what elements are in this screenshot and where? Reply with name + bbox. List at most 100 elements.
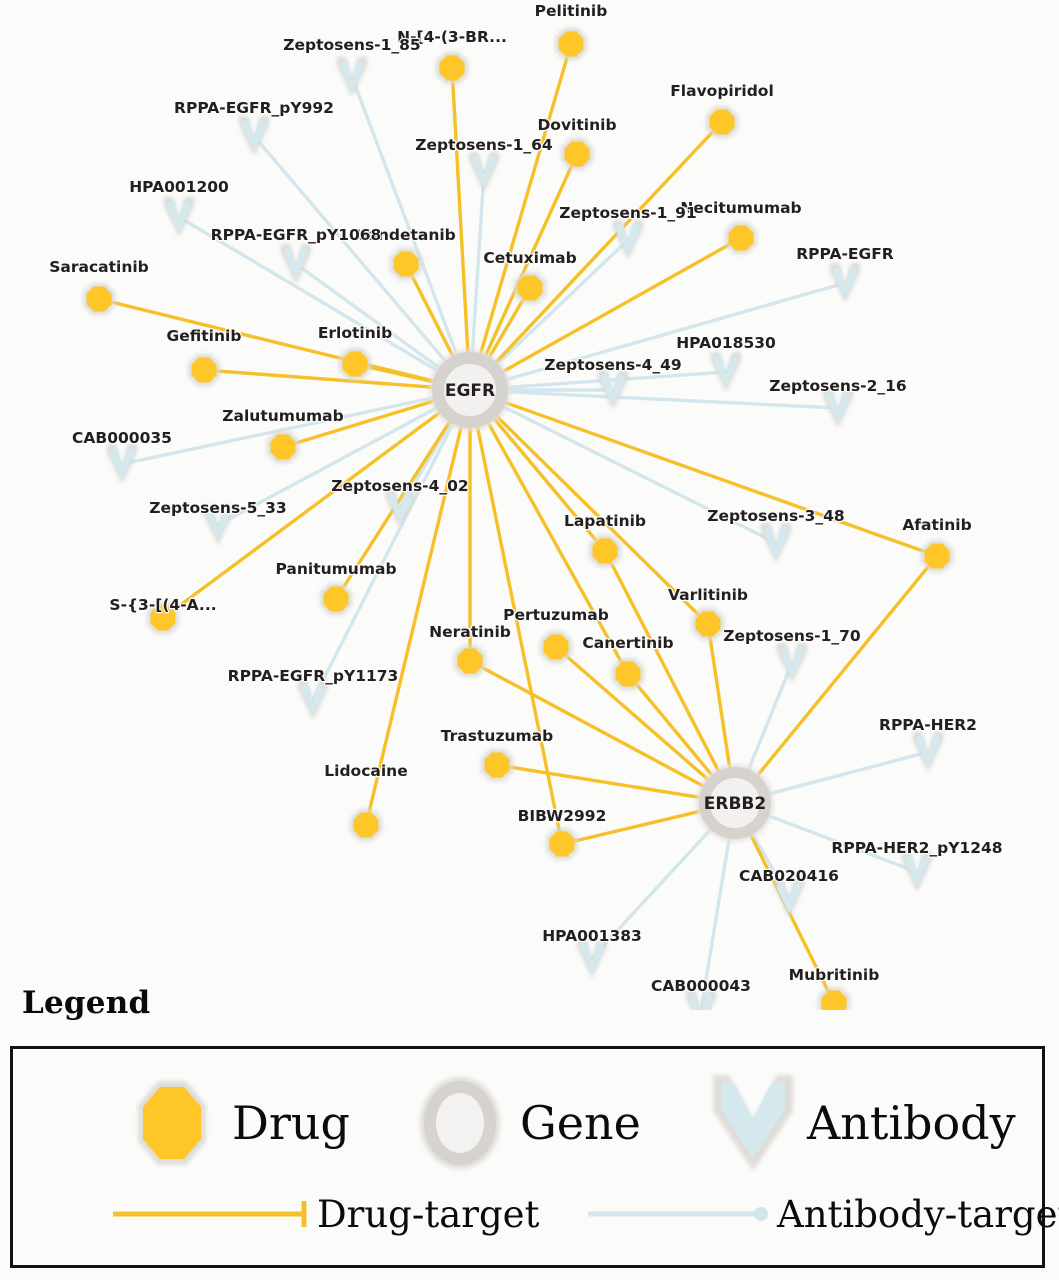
drug-target-edge [97,297,437,384]
drug-target-edge [161,409,443,620]
drug-target-edge [495,763,704,800]
drug-node[interactable] [435,51,469,85]
drug-node[interactable] [389,247,423,281]
drug-target-edge [754,554,939,779]
network-svg: Pelitinib N-[4-(3-BR... Flavopiridol Doviti… [48,1,1004,1010]
antibody-target-edge [350,75,460,359]
drug-node[interactable] [349,808,383,842]
antibody-node-label: RPPA-EGFR_pY1068 [211,226,382,244]
antibody-node-label: HPA001200 [129,178,229,196]
antibody-node[interactable] [686,990,716,1010]
drug-icon [138,1081,206,1165]
legend-edge-row: Drug-target Antibody-target [13,1184,1059,1268]
antibody-node[interactable] [761,523,791,563]
network-diagram: Pelitinib N-[4-(3-BR... Flavopiridol Doviti… [48,1,1004,1010]
drug-node[interactable] [705,105,739,139]
drug-target-edge [748,831,836,1005]
drug-node-label: Lidocaine [324,762,407,780]
drug-node[interactable] [588,534,622,568]
antibody-node[interactable] [774,878,804,918]
legend-shape-row: Drug Gene Antibody [13,1049,1042,1184]
drug-node[interactable] [691,607,725,641]
drug-node-label: Necitumumab [680,199,801,217]
drug-node[interactable] [545,827,579,861]
antibody-node[interactable] [107,444,137,484]
labels-layer: Pelitinib N-[4-(3-BR... Flavopiridol Doviti… [48,1,1004,996]
drug-node-label: Zalutumumab [222,407,343,425]
antibody-target-edge [765,813,919,874]
antibody-node[interactable] [239,116,269,156]
drug-node-label: Pelitinib [535,2,608,20]
antibody-target-edge [746,661,794,774]
antibody-node[interactable] [711,352,741,392]
drug-node-label: Pertuzumab [503,606,609,624]
drug-node[interactable] [480,748,514,782]
drug-node-label: BIBW2992 [518,807,607,825]
antibody-node-label: CAB000035 [72,429,172,447]
drug-node[interactable] [319,582,353,616]
drug-node[interactable] [338,347,372,381]
drug-node[interactable] [560,137,594,171]
antibody-target-edge [766,750,930,797]
drug-node-label: Cetuximab [483,249,576,267]
antibody-node[interactable] [281,244,311,284]
drug-node[interactable] [513,271,547,305]
drug-node-label: Canertinib [582,634,673,652]
drug-node[interactable] [146,601,180,635]
antibody-node[interactable] [385,488,415,528]
antibody-node[interactable] [164,197,194,237]
antibody-target-edge [216,405,440,527]
drug-node-label: Trastuzumab [441,727,553,745]
antibody-node[interactable] [902,852,932,892]
antibody-node[interactable] [830,263,860,303]
gene-icon [420,1077,500,1169]
drug-node[interactable] [554,27,588,61]
antibody-node[interactable] [337,57,367,97]
antibody-node-label: Zeptosens-4_02 [331,477,468,495]
antibody-node-label: Zeptosens-3_48 [707,507,844,525]
antibody-node[interactable] [823,388,853,428]
legend-label-drug: Drug [232,1096,350,1150]
drug-node[interactable] [920,539,954,573]
antibody-node[interactable] [913,732,943,772]
drug-node-label: S-{3-[(4-A... [109,596,216,614]
drug-target-edge [554,645,712,783]
antibody-node-label: HPA018530 [676,334,776,352]
legend-item-drug: Drug [118,1067,350,1179]
drug-node[interactable] [187,353,221,387]
antibody-node-label: Zeptosens-5_33 [149,499,286,517]
legend: Legend Drug Gene [0,985,1059,1280]
drug-node[interactable] [266,430,300,464]
gene-node[interactable] [429,349,511,431]
drug-target-edge-icon [113,1201,307,1227]
drug-node-label: Saracatinib [49,258,149,276]
drug-target-edge [603,549,722,775]
antibody-node[interactable] [598,370,628,410]
legend-item-gene: Gene [408,1067,641,1179]
drug-target-edge [626,672,715,779]
drug-node[interactable] [817,986,851,1010]
antibody-node[interactable] [469,152,499,192]
gene-node[interactable] [696,764,774,842]
drug-node-label: Flavopiridol [670,82,774,100]
drug-node-label: Erlotinib [318,324,392,342]
gene-node-label: EGFR [445,381,495,401]
antibody-node[interactable] [203,505,233,545]
drug-node[interactable] [82,282,116,316]
antibody-target-edge [177,215,441,374]
drug-node[interactable] [724,221,758,255]
drug-target-edge [483,152,579,359]
drug-target-edge [493,413,710,626]
drug-node-label: Neratinib [429,623,511,641]
antibody-target-edge [504,370,728,390]
drug-target-edge [281,398,438,449]
drug-node[interactable] [539,630,573,664]
antibody-node[interactable] [577,938,607,978]
antibody-node[interactable] [777,643,807,683]
legend-item-antibody-target: Antibody-target [583,1194,1059,1234]
drug-node[interactable] [611,657,645,691]
antibody-node[interactable] [298,680,328,720]
drug-node[interactable] [453,644,487,678]
antibody-node[interactable] [613,220,643,260]
antibody-node-label: Zeptosens-1_85 [283,36,420,54]
